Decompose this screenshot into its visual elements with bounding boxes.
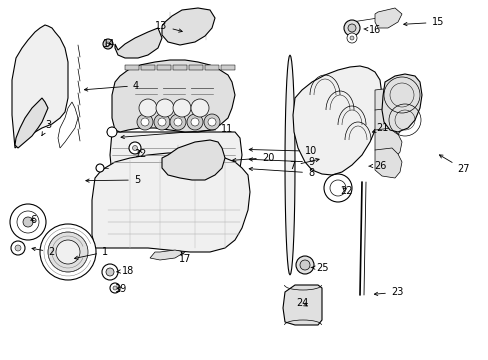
Text: 13: 13 xyxy=(155,21,182,32)
Circle shape xyxy=(106,42,110,46)
Circle shape xyxy=(139,99,157,117)
Polygon shape xyxy=(115,28,162,58)
Circle shape xyxy=(349,36,353,40)
Text: 6: 6 xyxy=(30,215,36,225)
Circle shape xyxy=(186,114,203,130)
Text: 10: 10 xyxy=(249,146,317,156)
Polygon shape xyxy=(204,65,219,70)
Circle shape xyxy=(154,114,170,130)
Text: 5: 5 xyxy=(86,175,140,185)
Circle shape xyxy=(103,39,113,49)
Polygon shape xyxy=(292,66,381,175)
Circle shape xyxy=(156,99,174,117)
Circle shape xyxy=(173,99,191,117)
Circle shape xyxy=(40,224,96,280)
Text: 18: 18 xyxy=(116,266,134,276)
Circle shape xyxy=(295,256,313,274)
Polygon shape xyxy=(189,65,203,70)
Circle shape xyxy=(11,241,25,255)
Circle shape xyxy=(113,286,117,290)
Polygon shape xyxy=(374,148,401,178)
Text: 23: 23 xyxy=(374,287,403,297)
Polygon shape xyxy=(110,132,242,175)
Text: 2: 2 xyxy=(32,247,54,257)
Circle shape xyxy=(203,114,220,130)
Text: 27: 27 xyxy=(439,155,469,174)
Circle shape xyxy=(343,20,359,36)
Text: 8: 8 xyxy=(249,167,313,178)
Polygon shape xyxy=(150,250,184,260)
Circle shape xyxy=(137,114,153,130)
Polygon shape xyxy=(221,65,235,70)
Circle shape xyxy=(346,33,356,43)
Text: 26: 26 xyxy=(368,161,386,171)
Text: 14: 14 xyxy=(103,39,116,49)
Text: 19: 19 xyxy=(115,284,127,294)
Polygon shape xyxy=(173,65,186,70)
Text: 25: 25 xyxy=(310,263,328,273)
Circle shape xyxy=(158,118,165,126)
Text: 9: 9 xyxy=(249,157,313,167)
Polygon shape xyxy=(162,140,224,180)
Polygon shape xyxy=(112,60,235,132)
Circle shape xyxy=(129,142,141,154)
Polygon shape xyxy=(141,65,155,70)
Text: 21: 21 xyxy=(372,123,388,133)
Circle shape xyxy=(132,145,137,150)
Polygon shape xyxy=(381,74,421,132)
Circle shape xyxy=(102,264,118,280)
Text: 15: 15 xyxy=(403,17,443,27)
Polygon shape xyxy=(283,285,321,325)
Polygon shape xyxy=(285,55,294,275)
Text: 12: 12 xyxy=(134,149,147,159)
Circle shape xyxy=(207,118,216,126)
Polygon shape xyxy=(374,108,401,138)
Circle shape xyxy=(107,127,117,137)
Text: 4: 4 xyxy=(84,81,139,91)
Polygon shape xyxy=(374,128,401,158)
Text: 3: 3 xyxy=(42,120,51,136)
Circle shape xyxy=(10,204,46,240)
Circle shape xyxy=(170,114,185,130)
Circle shape xyxy=(56,240,80,264)
Polygon shape xyxy=(374,88,401,118)
Text: 24: 24 xyxy=(295,298,308,308)
Text: 16: 16 xyxy=(363,24,381,35)
Text: 7: 7 xyxy=(289,158,319,171)
Polygon shape xyxy=(125,65,139,70)
Circle shape xyxy=(48,232,88,272)
Circle shape xyxy=(15,245,21,251)
Circle shape xyxy=(110,283,120,293)
Circle shape xyxy=(23,217,33,227)
Circle shape xyxy=(174,118,182,126)
Circle shape xyxy=(191,99,208,117)
Circle shape xyxy=(299,260,309,270)
Text: 1: 1 xyxy=(74,247,108,260)
Text: 11: 11 xyxy=(121,124,233,139)
Polygon shape xyxy=(374,8,401,28)
Circle shape xyxy=(141,118,149,126)
Text: 20: 20 xyxy=(232,153,274,163)
Circle shape xyxy=(347,24,355,32)
Circle shape xyxy=(191,118,199,126)
Polygon shape xyxy=(12,25,68,148)
Text: 17: 17 xyxy=(178,251,191,264)
Polygon shape xyxy=(162,8,215,45)
Circle shape xyxy=(106,268,114,276)
Polygon shape xyxy=(15,98,48,148)
Circle shape xyxy=(96,164,104,172)
Polygon shape xyxy=(92,153,249,252)
Text: 22: 22 xyxy=(339,186,352,196)
Polygon shape xyxy=(157,65,171,70)
